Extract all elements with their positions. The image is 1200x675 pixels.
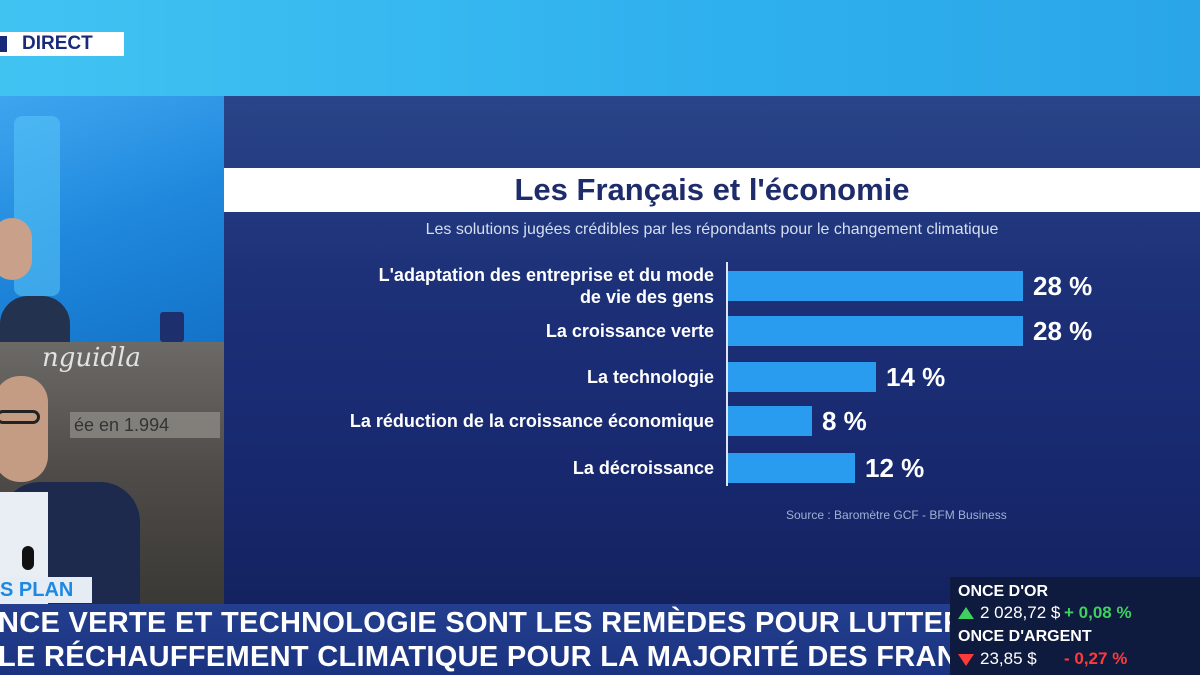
- market-name-silver: ONCE D'ARGENT: [958, 628, 1092, 645]
- market-change-gold: + 0,08 %: [1064, 603, 1132, 622]
- bar-5: [728, 453, 855, 483]
- bar-value-label-4: 8 %: [822, 406, 867, 436]
- bar-value-label-3: 14 %: [886, 362, 946, 392]
- chart-panel: Les Français et l'économie Les solutions…: [224, 96, 1200, 605]
- category-label-line: La décroissance: [572, 458, 714, 478]
- market-change-silver: - 0,27 %: [1064, 649, 1128, 668]
- live-indicator-icon: [0, 36, 7, 52]
- ticker-line-2: LE RÉCHAUFFEMENT CLIMATIQUE POUR LA MAJO…: [0, 641, 1029, 673]
- arrow-up-icon: [958, 607, 974, 619]
- bar-1: [728, 271, 1023, 301]
- bar-4: [728, 406, 812, 436]
- market-name-gold: ONCE D'OR: [958, 583, 1049, 600]
- chart-source: Source : Baromètre GCF - BFM Business: [786, 508, 1007, 522]
- category-label-4: La réduction de la croissance économique: [244, 410, 714, 432]
- category-label-line: La technologie: [586, 367, 714, 387]
- neon-sign: nguidla: [42, 343, 141, 373]
- category-label-line: L'adaptation des entreprise et du mode: [378, 265, 714, 285]
- category-label-5: La décroissance: [244, 457, 714, 479]
- news-ticker: NCE VERTE ET TECHNOLOGIE SONT LES REMÈDE…: [0, 604, 1028, 675]
- category-label-3: La technologie: [244, 366, 714, 388]
- bar-3: [728, 362, 876, 392]
- chart-title: Les Français et l'économie: [514, 172, 910, 207]
- category-label-line: La croissance verte: [545, 321, 714, 341]
- top-banner: DIRECT: [0, 0, 1200, 96]
- host-head: [0, 218, 32, 280]
- wall-plaque: ée en 1.994: [70, 412, 220, 438]
- guest-face: [0, 376, 48, 482]
- bar-2: [728, 316, 1023, 346]
- camera-feed-host: [0, 96, 224, 436]
- bar-value-label-5: 12 %: [865, 453, 925, 483]
- ticker-line-1: NCE VERTE ET TECHNOLOGIE SONT LES REMÈDE…: [0, 607, 965, 639]
- chart-title-bar: Les Français et l'économie: [224, 168, 1200, 212]
- chart-axis: [726, 262, 728, 486]
- category-label-1: L'adaptation des entreprise et du mode de…: [244, 264, 714, 308]
- market-price-gold: 2 028,72 $: [980, 603, 1061, 622]
- category-label-2: La croissance verte: [244, 320, 714, 342]
- live-label: DIRECT: [22, 33, 93, 54]
- microphone-icon: [22, 546, 34, 570]
- camera-feed-guest: nguidla ée en 1.994: [0, 342, 224, 604]
- mug-icon: [160, 312, 184, 342]
- bar-value-label-2: 28 %: [1033, 316, 1093, 346]
- glasses-icon: [0, 410, 40, 424]
- market-price-silver: 23,85 $: [980, 649, 1037, 668]
- arrow-down-icon: [958, 654, 974, 666]
- segment-label: S PLAN: [0, 577, 92, 603]
- bar-value-label-1: 28 %: [1033, 271, 1093, 301]
- chart-subtitle: Les solutions jugées crédibles par les r…: [425, 221, 999, 238]
- live-badge: DIRECT: [0, 32, 124, 56]
- market-panel: ONCE D'OR 2 028,72 $ + 0,08 % ONCE D'ARG…: [950, 577, 1200, 675]
- category-label-line: La réduction de la croissance économique: [349, 411, 714, 431]
- category-label-line: de vie des gens: [579, 287, 714, 307]
